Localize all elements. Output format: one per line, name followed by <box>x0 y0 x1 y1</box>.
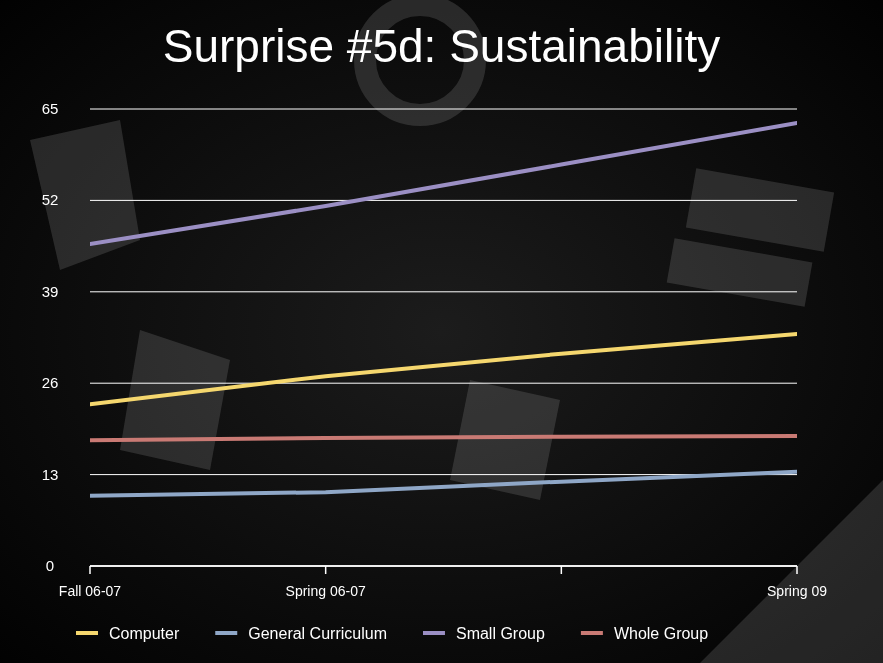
deco-shape <box>700 480 883 663</box>
y-tick-label: 52 <box>42 191 59 208</box>
background <box>0 0 883 663</box>
chart-root: Surprise #5d: Sustainability 0 13 26 39 52 65 F… <box>0 0 883 663</box>
y-tick-label: 65 <box>42 100 59 117</box>
y-tick-label: 26 <box>42 374 59 391</box>
legend-swatch <box>76 631 98 635</box>
series-line <box>90 472 797 496</box>
legend-swatch <box>215 631 237 635</box>
x-tick <box>796 566 798 574</box>
legend-label: Computer <box>109 625 180 642</box>
deco-shape <box>686 168 834 251</box>
title: Surprise #5d: Sustainability <box>163 20 720 72</box>
x-tick <box>325 566 327 574</box>
series-group <box>90 123 797 496</box>
x-tick-label: Fall 06-07 <box>59 583 121 599</box>
x-tick-label: Spring 09 <box>767 583 827 599</box>
chart-svg: Surprise #5d: Sustainability 0 13 26 39 52 65 F… <box>0 0 883 663</box>
x-tick <box>561 566 563 574</box>
legend-label: Whole Group <box>614 625 708 642</box>
legend-label: Small Group <box>456 625 545 642</box>
grid-line <box>90 565 797 567</box>
x-tick <box>89 566 91 574</box>
y-tick-label: 39 <box>42 283 59 300</box>
series-line <box>90 436 797 440</box>
deco-shape <box>30 120 140 270</box>
legend: Computer General Curriculum Small Group Who… <box>76 625 708 642</box>
grid <box>90 109 797 566</box>
y-tick-label: 0 <box>46 557 54 574</box>
decoration <box>30 5 883 663</box>
x-axis-line <box>90 565 797 567</box>
deco-shape <box>667 238 813 307</box>
legend-label: General Curriculum <box>248 625 387 642</box>
grid-line <box>90 109 797 110</box>
grid-line <box>90 383 797 384</box>
grid-line <box>90 200 797 201</box>
grid-line <box>90 291 797 292</box>
legend-swatch <box>423 631 445 635</box>
x-tick-label: Spring 06-07 <box>286 583 366 599</box>
series-line <box>90 334 797 404</box>
y-tick-label: 13 <box>42 466 59 483</box>
legend-swatch <box>581 631 603 635</box>
series-line <box>90 123 797 244</box>
